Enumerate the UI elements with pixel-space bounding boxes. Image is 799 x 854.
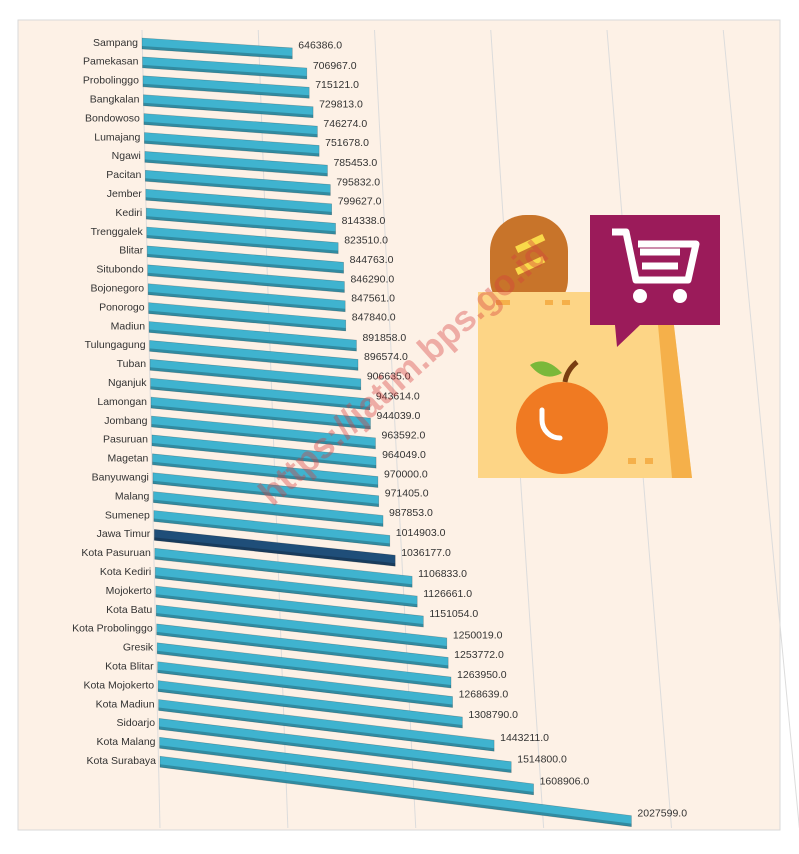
value-label: 746274.0 [323, 118, 367, 130]
value-label: 751678.0 [325, 137, 369, 149]
orange [516, 382, 608, 474]
value-label: 1151054.0 [429, 608, 478, 620]
value-label: 1250019.0 [453, 630, 503, 642]
category-label: Gresik [123, 642, 154, 654]
category-label: Jombang [104, 415, 147, 427]
category-label: Kota Batu [106, 604, 152, 616]
value-label: 646386.0 [298, 40, 342, 52]
category-label: Kota Madiun [96, 698, 155, 710]
category-label: Situbondo [96, 264, 143, 276]
category-label: Sumenep [105, 509, 150, 521]
category-label: Kota Kediri [100, 566, 151, 578]
category-label: Probolinggo [83, 75, 139, 87]
category-label: Pamekasan [83, 56, 139, 68]
cart-wheel [673, 289, 687, 303]
cart-wheel [633, 289, 647, 303]
value-label: 964049.0 [382, 449, 426, 461]
value-label: 987853.0 [389, 507, 433, 519]
category-label: Tuban [117, 358, 147, 370]
value-label: 963592.0 [382, 430, 426, 442]
value-label: 970000.0 [384, 468, 428, 480]
category-label: Ngawi [112, 150, 141, 162]
bag-dash [562, 300, 570, 305]
category-label: Madiun [111, 320, 146, 332]
cart-box [590, 215, 720, 325]
value-label: 1608906.0 [540, 776, 590, 788]
category-label: Pacitan [106, 169, 141, 181]
bag-dash [645, 458, 653, 464]
category-label: Nganjuk [108, 377, 147, 389]
value-label: 1268639.0 [459, 688, 509, 700]
value-label: 847561.0 [351, 293, 395, 305]
category-label: Malang [115, 490, 150, 502]
value-label: 971405.0 [385, 488, 429, 500]
category-label: Kota Surabaya [87, 755, 157, 767]
category-label: Tulungagung [85, 339, 146, 351]
value-label: 1036177.0 [401, 547, 451, 559]
value-label: 2027599.0 [637, 807, 687, 819]
value-label: 823510.0 [344, 234, 388, 246]
value-label: 1014903.0 [396, 527, 446, 539]
category-label: Jawa Timur [97, 528, 151, 540]
category-label: Kota Mojokerto [83, 679, 154, 691]
bag-dash [628, 458, 636, 464]
category-label: Jember [107, 188, 143, 200]
value-label: 1263950.0 [457, 669, 507, 681]
value-label: 1443211.0 [500, 732, 549, 744]
category-label: Bondowoso [85, 112, 140, 124]
category-label: Mojokerto [106, 585, 152, 597]
category-label: Kota Probolinggo [72, 623, 153, 635]
category-label: Magetan [108, 453, 149, 465]
value-label: 1126661.0 [423, 588, 472, 600]
value-label: 729813.0 [319, 98, 363, 110]
value-label: 785453.0 [333, 157, 377, 169]
value-label: 1514800.0 [517, 753, 567, 765]
category-label: Sidoarjo [117, 717, 156, 729]
category-label: Kota Blitar [105, 660, 154, 672]
category-label: Pasuruan [103, 434, 148, 446]
category-label: Kota Pasuruan [81, 547, 151, 559]
value-label: 814338.0 [342, 215, 386, 227]
value-label: 715121.0 [315, 79, 359, 91]
value-label: 1308790.0 [468, 709, 518, 721]
value-label: 891858.0 [362, 332, 406, 344]
value-label: 844763.0 [350, 254, 394, 266]
chart: Sampang 646386.0 Pamekasan 706967.0 Probolin… [0, 0, 799, 854]
value-label: 706967.0 [313, 60, 357, 72]
category-label: Kediri [115, 207, 142, 219]
value-label: 795832.0 [336, 176, 380, 188]
category-label: Bangkalan [90, 93, 140, 105]
value-label: 1253772.0 [454, 649, 504, 661]
category-label: Lumajang [94, 131, 140, 143]
category-label: Blitar [119, 245, 143, 257]
value-label: 1106833.0 [418, 568, 467, 580]
bag-dash [545, 300, 553, 305]
value-label: 846290.0 [350, 273, 394, 285]
category-label: Trenggalek [91, 226, 144, 238]
category-label: Lamongan [97, 396, 147, 408]
category-label: Bojonegoro [90, 282, 144, 294]
category-label: Ponorogo [99, 301, 145, 313]
value-label: 847840.0 [352, 312, 396, 324]
category-label: Banyuwangi [92, 471, 149, 483]
category-label: Sampang [93, 37, 138, 49]
value-label: 799627.0 [338, 196, 382, 208]
category-label: Kota Malang [97, 736, 156, 748]
